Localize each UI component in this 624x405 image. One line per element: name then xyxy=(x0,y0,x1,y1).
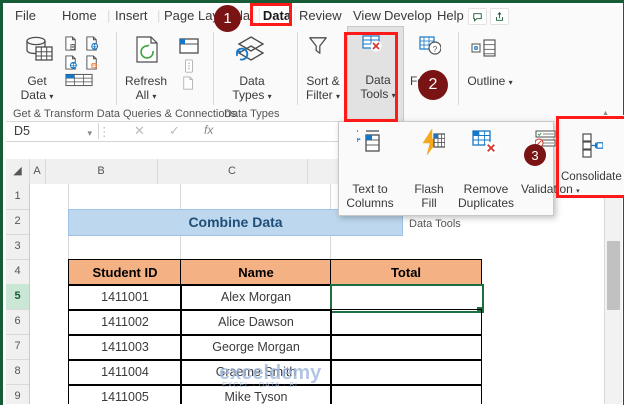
svg-text:?: ? xyxy=(433,45,438,54)
